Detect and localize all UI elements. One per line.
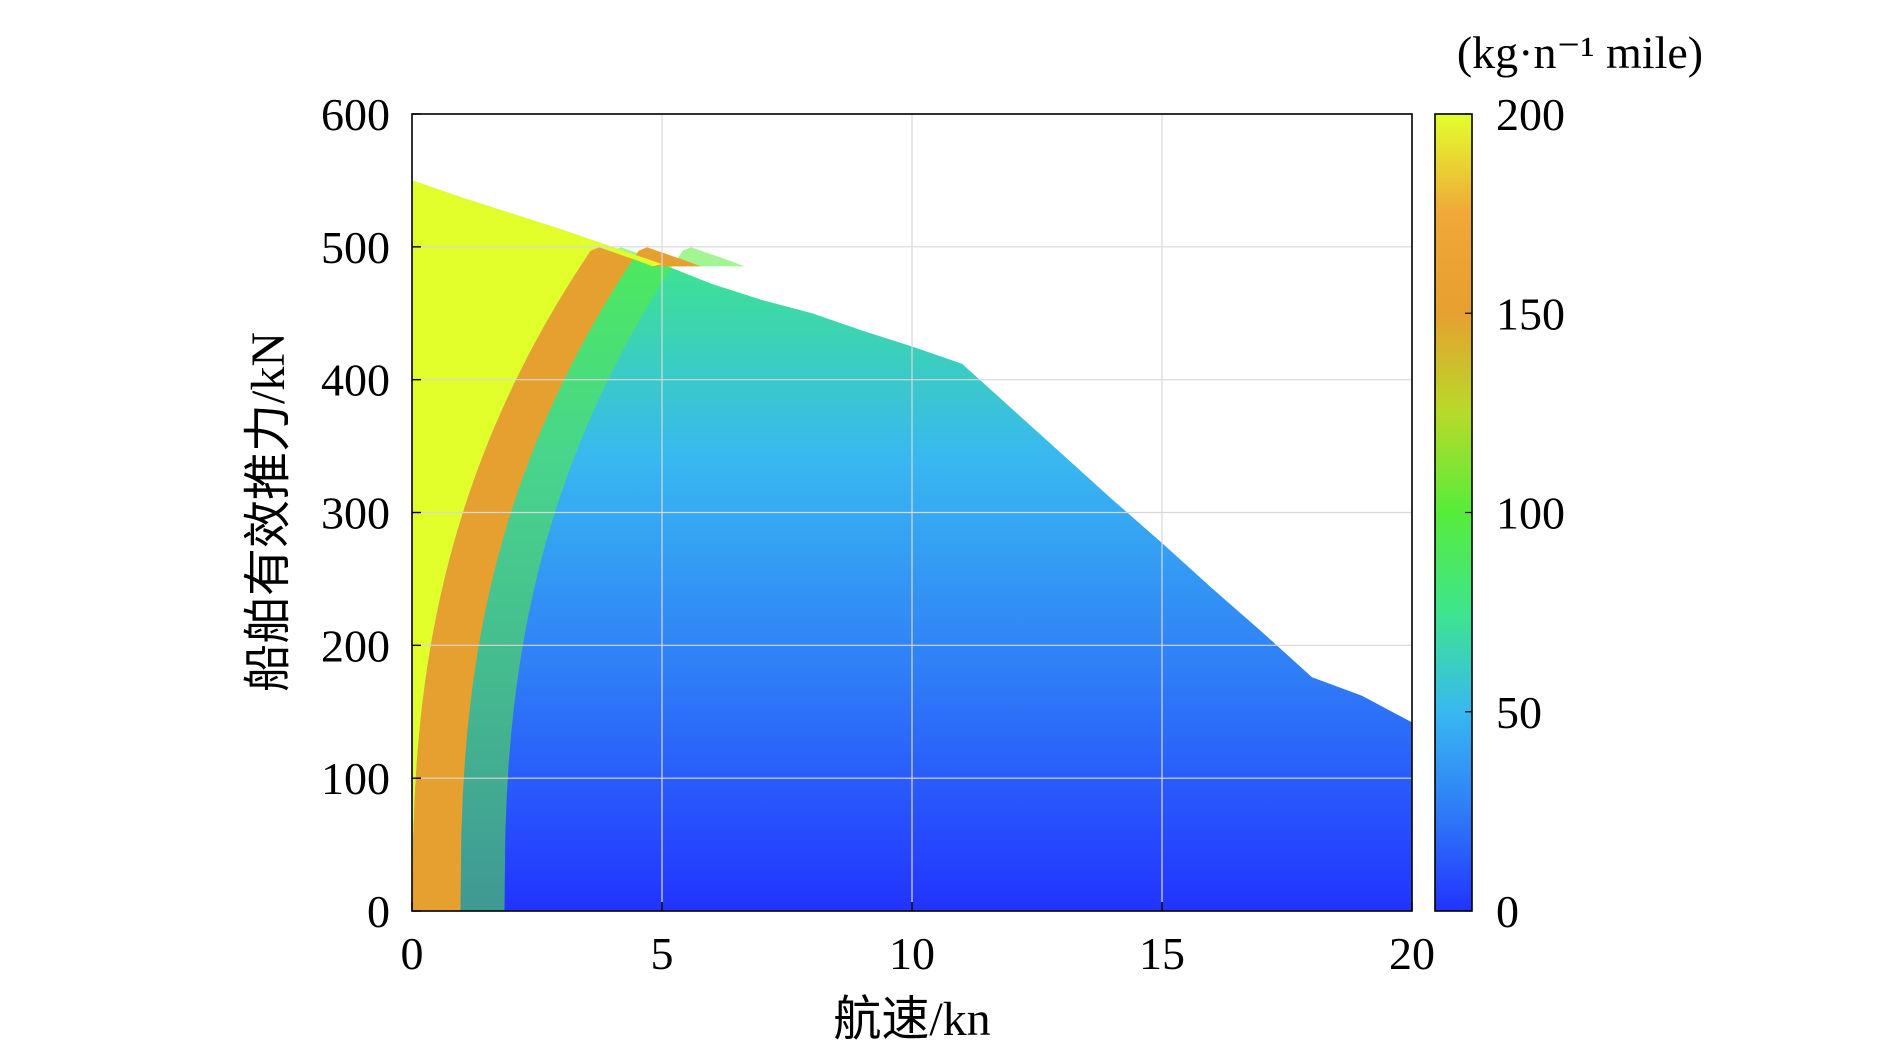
y-tick-label: 0: [367, 886, 390, 937]
y-tick-label: 400: [321, 355, 390, 406]
colorbar-ticks: 0 50 100 150 200: [1465, 89, 1565, 937]
colorbar-unit-label: (kg·n⁻¹ mile): [1457, 27, 1703, 78]
x-tick-label: 20: [1389, 928, 1435, 979]
colorbar-tick-label: 200: [1496, 89, 1565, 140]
colorbar-tick-label: 50: [1496, 687, 1542, 738]
heatmap-yellow-region: [412, 180, 662, 911]
y-tick-label: 100: [321, 753, 390, 804]
x-axis-ticks: 0 5 10 15 20: [401, 902, 1435, 979]
x-tick-label: 15: [1139, 928, 1185, 979]
y-tick-label: 600: [321, 89, 390, 140]
x-tick-label: 0: [401, 928, 424, 979]
colorbar-tick-label: 100: [1496, 488, 1565, 539]
y-tick-label: 300: [321, 488, 390, 539]
x-tick-label: 5: [651, 928, 674, 979]
y-axis-ticks: 0 100 200 300 400 500 600: [321, 89, 421, 937]
colorbar-tick-label: 0: [1496, 886, 1519, 937]
y-tick-label: 500: [321, 222, 390, 273]
colorbar-tick-label: 150: [1496, 288, 1565, 339]
x-axis-label: 航速/kn: [833, 993, 990, 1046]
y-axis-label: 船舶有效推力/kN: [242, 332, 295, 692]
y-tick-label: 200: [321, 620, 390, 671]
x-tick-label: 10: [889, 928, 935, 979]
